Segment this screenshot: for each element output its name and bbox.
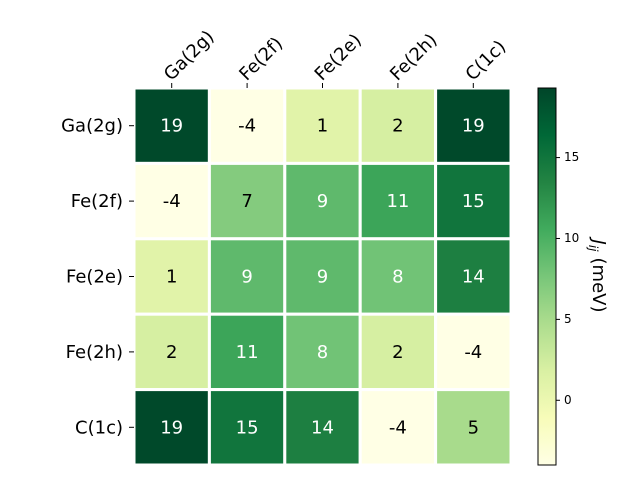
cell-label: 2 bbox=[166, 342, 177, 363]
cell-label: 19 bbox=[160, 417, 183, 438]
x-tick-label: C(1c) bbox=[462, 36, 511, 85]
cell-label: 2 bbox=[392, 116, 403, 137]
cell-label: 15 bbox=[462, 191, 485, 212]
cell-label: 1 bbox=[317, 116, 328, 137]
y-tick-label: Fe(2e) bbox=[66, 267, 123, 288]
y-tick-label: Ga(2g) bbox=[61, 116, 123, 137]
x-tick-label: Fe(2h) bbox=[386, 30, 441, 85]
colorbar-label-symbol: J bbox=[588, 237, 609, 245]
cell-label: -4 bbox=[163, 191, 181, 212]
colorbar-label-unit: (meV) bbox=[588, 258, 609, 313]
heatmap-cell bbox=[358, 312, 438, 392]
colorbar-label-subscript: ij bbox=[587, 245, 601, 252]
cell-label: 14 bbox=[311, 417, 334, 438]
heatmap-cell bbox=[358, 237, 438, 316]
x-tick-label: Fe(2e) bbox=[311, 30, 366, 85]
cell-label: 9 bbox=[241, 267, 252, 288]
cell-label: -4 bbox=[238, 116, 256, 137]
cell-label: 11 bbox=[386, 191, 409, 212]
cell-label: 19 bbox=[160, 116, 183, 137]
y-tick-label: Fe(2f) bbox=[71, 191, 123, 212]
cell-label: 14 bbox=[462, 267, 485, 288]
heatmap-cell bbox=[207, 312, 287, 392]
cell-label: 8 bbox=[392, 267, 403, 288]
y-tick-label: Fe(2h) bbox=[66, 342, 123, 363]
colorbar bbox=[537, 87, 557, 466]
colorbar-tick-label: 15 bbox=[564, 150, 579, 164]
heatmap-cell bbox=[207, 388, 287, 467]
cell-label: 8 bbox=[317, 342, 328, 363]
cell-label: 19 bbox=[462, 116, 485, 137]
cell-label: 5 bbox=[468, 417, 479, 438]
cell-label: 2 bbox=[392, 342, 403, 363]
heatmap-cell bbox=[283, 161, 362, 241]
cell-label: 9 bbox=[317, 267, 328, 288]
cell-label: 15 bbox=[236, 417, 259, 438]
x-tick-label: Ga(2g) bbox=[160, 26, 219, 85]
cell-label: 1 bbox=[166, 267, 177, 288]
cell-label: -4 bbox=[389, 417, 407, 438]
cell-label: 11 bbox=[236, 342, 259, 363]
heatmap-cell bbox=[434, 161, 513, 241]
colorbar-label: Jij (meV) bbox=[587, 237, 610, 313]
heatmap-cell bbox=[207, 237, 287, 316]
heatmap-cell bbox=[434, 312, 513, 392]
heatmap-cell bbox=[283, 388, 362, 467]
heatmap-cell bbox=[434, 388, 513, 467]
cell-label: 7 bbox=[241, 191, 252, 212]
x-tick-label: Fe(2f) bbox=[235, 33, 287, 85]
y-tick-label: C(1c) bbox=[75, 417, 123, 438]
colorbar-tick-label: 0 bbox=[564, 393, 572, 407]
cell-label: -4 bbox=[464, 342, 482, 363]
colorbar-tick-label: 5 bbox=[564, 312, 572, 326]
colorbar-tick-label: 10 bbox=[564, 231, 579, 245]
cell-label: 9 bbox=[317, 191, 328, 212]
